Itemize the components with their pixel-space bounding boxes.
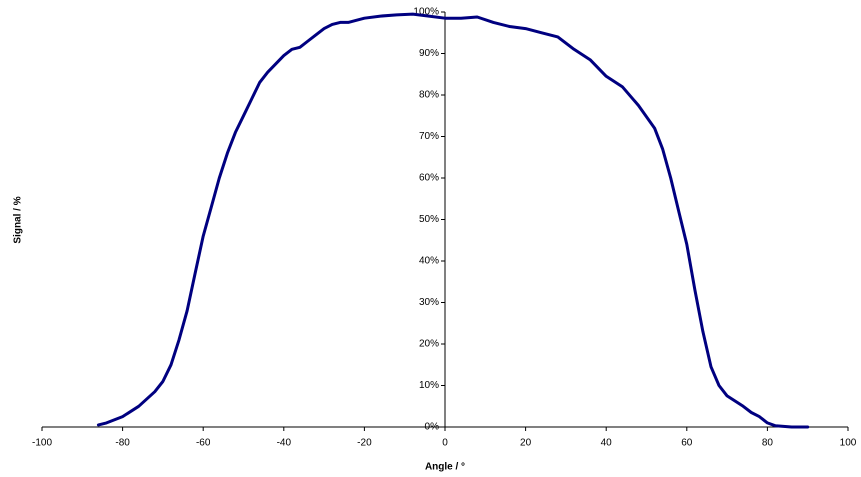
- x-tick-label: -20: [357, 438, 372, 449]
- y-tick-label: 70%: [419, 131, 439, 142]
- x-tick-label: 100: [840, 438, 857, 449]
- y-tick-label: 60%: [419, 173, 439, 184]
- y-tick-label: 100%: [413, 7, 439, 18]
- y-tick-label: 20%: [419, 339, 439, 350]
- x-tick-label: 40: [601, 438, 613, 449]
- y-tick-label: 40%: [419, 256, 439, 267]
- x-tick-label: -100: [32, 438, 52, 449]
- y-tick-label: 80%: [419, 90, 439, 101]
- y-tick-label: 50%: [419, 214, 439, 225]
- y-tick-label: 10%: [419, 380, 439, 391]
- x-tick-label: -60: [196, 438, 211, 449]
- x-axis-label: Angle / °: [425, 462, 465, 473]
- x-tick-label: 20: [520, 438, 532, 449]
- y-axis-label: Signal / %: [13, 196, 24, 243]
- y-tick-label: 30%: [419, 297, 439, 308]
- x-tick-label: 60: [681, 438, 693, 449]
- x-tick-label: 0: [442, 438, 448, 449]
- y-tick-label: 0%: [425, 422, 440, 433]
- y-tick-label: 90%: [419, 48, 439, 59]
- data-line: [96, 12, 810, 429]
- x-tick-label: -80: [115, 438, 130, 449]
- x-tick-label: -40: [277, 438, 292, 449]
- x-tick-label: 80: [762, 438, 774, 449]
